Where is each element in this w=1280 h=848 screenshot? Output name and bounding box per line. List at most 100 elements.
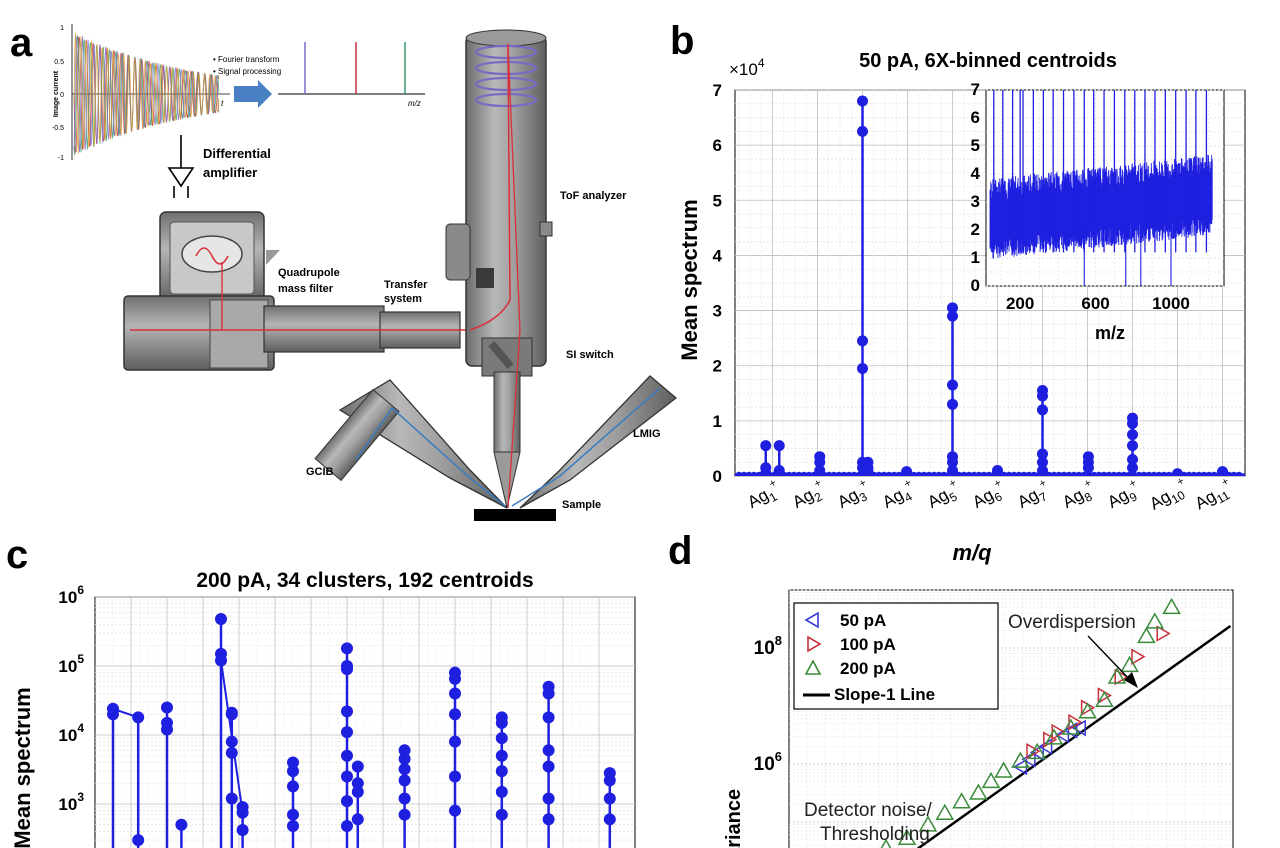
d-point-200pA: [981, 771, 1001, 789]
inset-spectrum: [989, 90, 1213, 286]
b-peak-point: [1127, 440, 1138, 452]
d-slope-one-line: [916, 624, 1232, 848]
b-peak-point: [901, 468, 913, 476]
c-peak-point: [287, 756, 299, 769]
c-peak-point: [351, 785, 364, 798]
b-peak-point: [1037, 448, 1048, 460]
c-peak-point: [351, 813, 364, 826]
b-category-label: Ag3+: [833, 477, 875, 516]
c-peak-point: [603, 792, 616, 805]
annotation-detector-1: Detector noise/: [804, 800, 933, 821]
b-baseline-point: [910, 471, 918, 476]
b-peak-point: [857, 125, 868, 137]
b-baseline-point: [740, 471, 748, 476]
c-peak-point: [495, 808, 508, 821]
d-point-200pA: [952, 792, 971, 809]
b-peak-point: [992, 467, 1003, 476]
b-peak-point: [1037, 404, 1048, 416]
c-peak-point: [351, 760, 364, 773]
b-baseline-point: [1050, 471, 1058, 476]
tof-analyzer-label: ToF analyzer: [560, 190, 627, 202]
b-peak-point: [947, 302, 958, 314]
c-peak-point: [449, 770, 461, 783]
quadrupole-label-1: Quadrupole: [278, 267, 340, 279]
d-point-200pA: [1193, 570, 1209, 584]
b-baseline-point: [805, 471, 813, 476]
transfer-label-1: Transfer: [384, 279, 428, 291]
inset-xlabel: m/z: [1095, 323, 1125, 343]
c-peak-point: [341, 749, 353, 762]
chart-c-y-ticks: 106 105 104 103: [58, 583, 84, 814]
b-baseline-point: [1190, 471, 1198, 476]
b-category-label: Ag4+: [878, 477, 920, 516]
c-peak-point: [495, 732, 508, 745]
b-baseline-point: [1005, 471, 1013, 476]
c-peak-point: [175, 818, 188, 831]
chart-b-title: 50 pA, 6X-binned centroids: [859, 50, 1117, 72]
b-baseline-point: [735, 471, 743, 476]
b-baseline-point: [1235, 471, 1243, 476]
b-baseline-point: [800, 471, 808, 476]
b-category-label: Ag9+: [1103, 477, 1145, 516]
c-peak-point: [398, 763, 411, 776]
c-ytick-1e5: 105: [58, 652, 84, 676]
b-baseline-point: [1100, 471, 1108, 476]
c-connector: [112, 707, 139, 719]
c-peak-point: [341, 642, 353, 655]
b-baseline-point: [1185, 471, 1193, 476]
d-point-200pA: [1027, 742, 1047, 760]
signal-wave-4: [73, 32, 220, 154]
b-peak-point: [857, 335, 868, 347]
b-baseline-point: [880, 471, 888, 476]
b-baseline-point: [1090, 471, 1098, 476]
inset-xtick-600: 600: [1081, 294, 1109, 313]
chart-d-marks: [880, 570, 1232, 848]
b-baseline-point: [940, 471, 948, 476]
panel-b: b 50 pA, 6X-binned centroids ×104 0 1 2 3 4 5…: [670, 19, 1246, 565]
b-baseline-point: [825, 471, 833, 476]
b-baseline-point: [980, 471, 988, 476]
c-peak-point: [449, 687, 461, 700]
d-ytick-1e6: 106: [754, 749, 782, 775]
b-baseline-point: [830, 471, 838, 476]
d-point-200pA: [1095, 690, 1114, 707]
image-current-plot: 1 0.5 0 -0.5 -1 Image current t: [52, 24, 230, 162]
b-baseline-point: [1150, 471, 1158, 476]
c-peak-point: [398, 752, 411, 765]
c-peak-point: [495, 785, 508, 798]
b-baseline-point: [790, 471, 798, 476]
b-baseline-point: [835, 471, 843, 476]
b-peak-point: [1127, 418, 1138, 430]
c-peak-point: [449, 708, 461, 721]
legend-label-50pa: 50 pA: [840, 611, 886, 630]
c-peak-point: [107, 708, 119, 721]
chart-b-x-ticks: Ag1+Ag2+Ag3+Ag4+Ag5+Ag6+Ag7+Ag8+Ag9+Ag10…: [744, 475, 1238, 517]
b-category-label: Ag11+: [1191, 475, 1238, 517]
annotation-overdispersion: Overdispersion: [1008, 612, 1136, 633]
b-peak-point: [1037, 390, 1048, 402]
d-point-200pA: [969, 783, 988, 800]
transfer-label-2: system: [384, 293, 422, 305]
panel-c-label: c: [6, 533, 28, 577]
sample-stage: [474, 509, 556, 521]
panel-b-label: b: [670, 19, 694, 63]
c-peak-point: [287, 780, 299, 793]
b-baseline-point: [975, 471, 983, 476]
d-point-100pA: [1156, 625, 1171, 642]
d-point-50pA: [1029, 744, 1044, 761]
mz-spectrum-sketch: m/z: [278, 42, 425, 108]
b-category-label: Ag8+: [1058, 477, 1100, 516]
b-peak-point: [857, 95, 868, 107]
b-ytick-7: 7: [713, 81, 722, 100]
c-peak-point: [341, 770, 353, 783]
b-baseline-point: [1030, 471, 1038, 476]
b-ytick-0: 0: [713, 467, 722, 486]
b-baseline-point: [840, 471, 848, 476]
b-baseline-point: [920, 471, 928, 476]
b-baseline-point: [785, 471, 793, 476]
b-baseline-point: [1195, 471, 1203, 476]
b-baseline-point: [1055, 471, 1063, 476]
b-peak-point: [814, 464, 826, 476]
b-peak-point: [947, 464, 958, 476]
mz-sketch-label: m/z: [408, 99, 421, 108]
